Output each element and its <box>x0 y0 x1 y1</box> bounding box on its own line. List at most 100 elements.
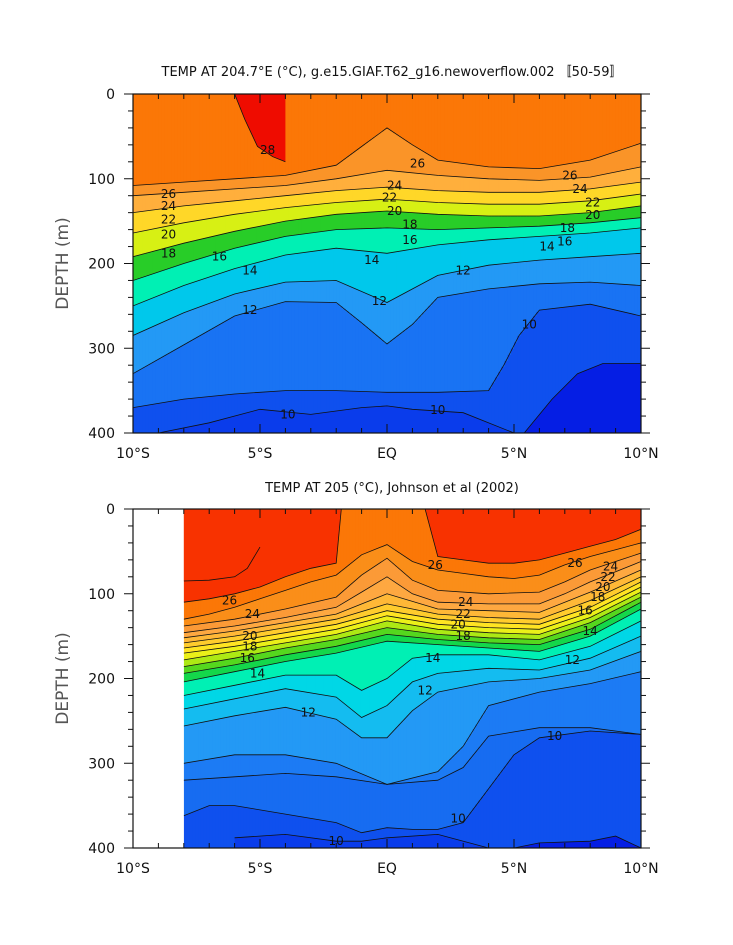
contour-band-cell <box>240 313 245 395</box>
contour-band-cell <box>164 320 169 356</box>
contour-band-cell <box>389 634 393 643</box>
contour-band-cell <box>244 212 248 230</box>
contour-band-cell <box>510 348 515 433</box>
contour-band-cell <box>183 642 188 649</box>
contour-band-cell <box>310 251 315 282</box>
contour-band-cell <box>523 204 528 217</box>
contour-band-cell <box>199 219 204 240</box>
contour-band-cell <box>501 94 506 168</box>
contour-band-cell <box>507 286 512 356</box>
contour-band-cell <box>329 821 333 848</box>
contour-band-cell <box>517 262 521 287</box>
contour-band-cell <box>372 509 376 551</box>
contour-band-cell <box>253 289 258 311</box>
contour-band-cell <box>145 275 150 301</box>
contour-band-cell <box>637 194 641 207</box>
contour-band-cell <box>587 160 591 178</box>
contour-band-cell <box>167 291 172 320</box>
contour-band-cell <box>475 621 479 628</box>
contour-band-cell <box>443 602 448 610</box>
contour-band-cell <box>552 203 556 216</box>
contour-band-cell <box>306 623 311 630</box>
contour-band-cell <box>479 203 483 217</box>
contour-band-cell <box>623 589 628 596</box>
contour-band-cell <box>195 706 199 724</box>
contour-band-cell <box>593 232 598 258</box>
contour-band-cell <box>374 199 379 213</box>
contour-band-cell <box>596 94 601 159</box>
contour-label: 26 <box>410 156 425 170</box>
contour-band-cell <box>312 656 316 676</box>
contour-band-cell <box>403 509 408 558</box>
contour-band-cell <box>450 94 455 163</box>
contour-band-cell <box>393 94 398 134</box>
contour-band-cell <box>243 603 248 618</box>
contour-band-cell <box>212 654 216 663</box>
contour-band-cell <box>352 189 356 202</box>
contour-band-cell <box>145 210 150 231</box>
contour-band-cell <box>598 728 602 733</box>
contour-band-cell <box>209 629 213 635</box>
contour-band-cell <box>329 94 334 167</box>
contour-band-cell <box>326 215 331 232</box>
contour-band-cell <box>542 191 547 205</box>
contour-band-cell <box>429 655 434 677</box>
contour-band-cell <box>609 678 614 732</box>
contour-band-cell <box>378 737 382 782</box>
contour-band-cell <box>437 229 442 246</box>
contour-band-cell <box>177 314 182 349</box>
contour-band-cell <box>295 652 299 661</box>
contour-band-cell <box>323 167 328 181</box>
contour-band-cell <box>455 640 459 647</box>
contour-band-cell <box>431 174 436 191</box>
contour-band-cell <box>363 616 368 623</box>
contour-band-cell <box>361 188 366 202</box>
contour-band-cell <box>536 192 540 205</box>
contour-band-cell <box>520 592 525 605</box>
contour-band-cell <box>292 636 296 643</box>
contour-band-cell <box>278 689 282 709</box>
contour-band-cell <box>333 229 337 250</box>
contour-band-cell <box>440 274 445 298</box>
contour-band-cell <box>586 658 591 671</box>
contour-band-cell <box>489 632 494 639</box>
contour-band-cell <box>255 653 259 662</box>
contour-band-cell <box>199 204 204 221</box>
contour-band-cell <box>575 627 579 634</box>
contour-band-cell <box>609 662 614 680</box>
contour-band-cell <box>446 635 451 641</box>
contour-band-cell <box>632 606 636 614</box>
contour-band-cell <box>228 232 233 251</box>
contour-band-cell <box>482 166 487 180</box>
contour-band-cell <box>383 706 388 739</box>
contour-band-cell <box>577 213 582 225</box>
contour-band-cell <box>375 548 379 566</box>
contour-band-cell <box>240 663 245 671</box>
contour-band-cell <box>560 631 565 639</box>
contour-band-cell <box>609 550 614 564</box>
contour-band-cell <box>420 597 425 605</box>
contour-band-cell <box>583 659 588 672</box>
contour-band-cell <box>312 675 316 695</box>
contour-band-cell <box>340 627 345 634</box>
contour-band-cell <box>318 655 322 676</box>
contour-band-cell <box>323 203 328 217</box>
contour-band-cell <box>202 190 207 205</box>
contour-band-cell <box>618 645 622 660</box>
contour-band-cell <box>563 615 568 622</box>
contour-band-cell <box>587 282 591 305</box>
contour-band-cell <box>549 630 554 637</box>
contour-band-cell <box>256 177 261 188</box>
contour-band-cell <box>352 607 356 615</box>
contour-band-cell <box>136 278 140 305</box>
contour-band-cell <box>243 624 248 630</box>
contour-band-cell <box>266 306 271 393</box>
contour-band-cell <box>623 628 628 644</box>
contour-band-cell <box>309 818 313 848</box>
contour-band-cell <box>600 729 605 733</box>
contour-band-cell <box>572 650 576 663</box>
contour-band-cell <box>360 574 365 593</box>
contour-band-cell <box>295 675 299 692</box>
contour-band-cell <box>466 391 471 433</box>
contour-band-cell <box>575 727 579 734</box>
